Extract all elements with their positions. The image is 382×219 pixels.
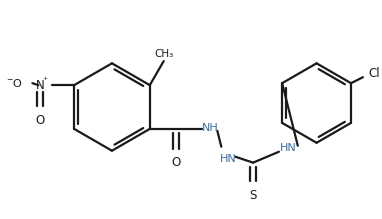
Text: S: S bbox=[249, 189, 257, 202]
Text: O: O bbox=[36, 114, 45, 127]
Text: N: N bbox=[36, 79, 45, 92]
Text: NH: NH bbox=[202, 123, 219, 133]
Text: HN: HN bbox=[280, 143, 296, 153]
Text: $^{-}$O: $^{-}$O bbox=[6, 77, 23, 89]
Text: $^{+}$: $^{+}$ bbox=[42, 76, 49, 85]
Text: Cl: Cl bbox=[368, 67, 379, 80]
Text: HN: HN bbox=[220, 154, 237, 164]
Text: CH₃: CH₃ bbox=[154, 49, 173, 59]
Text: O: O bbox=[171, 156, 180, 169]
